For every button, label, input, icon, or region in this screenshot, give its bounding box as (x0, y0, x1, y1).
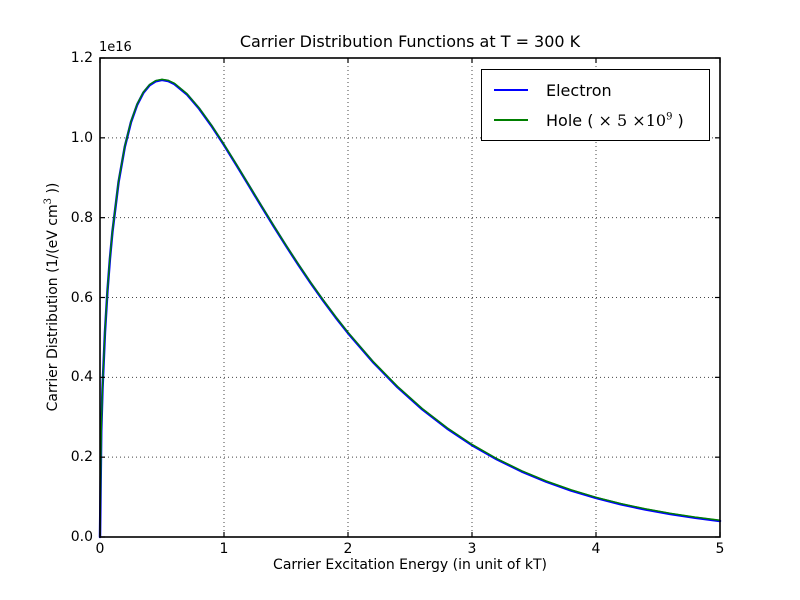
y-tick-label: 0.0 (70, 529, 93, 545)
y-tick-label: 0.2 (70, 449, 93, 466)
x-tick-label: 1 (219, 541, 229, 557)
x-tick-label: 2 (343, 541, 353, 557)
y-axis-offset-label: 1e16 (99, 40, 132, 55)
y-tick-label: 1.0 (70, 129, 93, 146)
legend-entry-hole: Hole ( × 5 ×109 ) (494, 111, 697, 130)
x-tick-label: 0 (95, 541, 105, 557)
series-line-electron (98, 78, 722, 539)
y-tick-label: 0.4 (70, 369, 93, 386)
legend-entry-electron: Electron (494, 81, 697, 100)
legend: Electron Hole ( × 5 ×109 ) (481, 69, 710, 141)
y-tick-label: 0.8 (70, 209, 93, 226)
x-tick-label: 4 (591, 541, 601, 557)
y-tick-label: 1.2 (70, 50, 93, 66)
hole-line-sample (494, 119, 528, 121)
x-tick-label: 3 (467, 541, 477, 557)
series-line-hole (99, 78, 721, 537)
chart-title: Carrier Distribution Functions at T = 30… (239, 32, 581, 51)
x-tick-label: 5 (715, 541, 725, 557)
legend-label-hole: Hole ( × 5 ×109 ) (546, 110, 684, 130)
y-tick-label: 0.6 (70, 289, 93, 306)
legend-label-electron: Electron (546, 80, 612, 100)
electron-line-sample (494, 89, 528, 91)
x-axis-label: Carrier Excitation Energy (in unit of kT… (273, 557, 547, 573)
